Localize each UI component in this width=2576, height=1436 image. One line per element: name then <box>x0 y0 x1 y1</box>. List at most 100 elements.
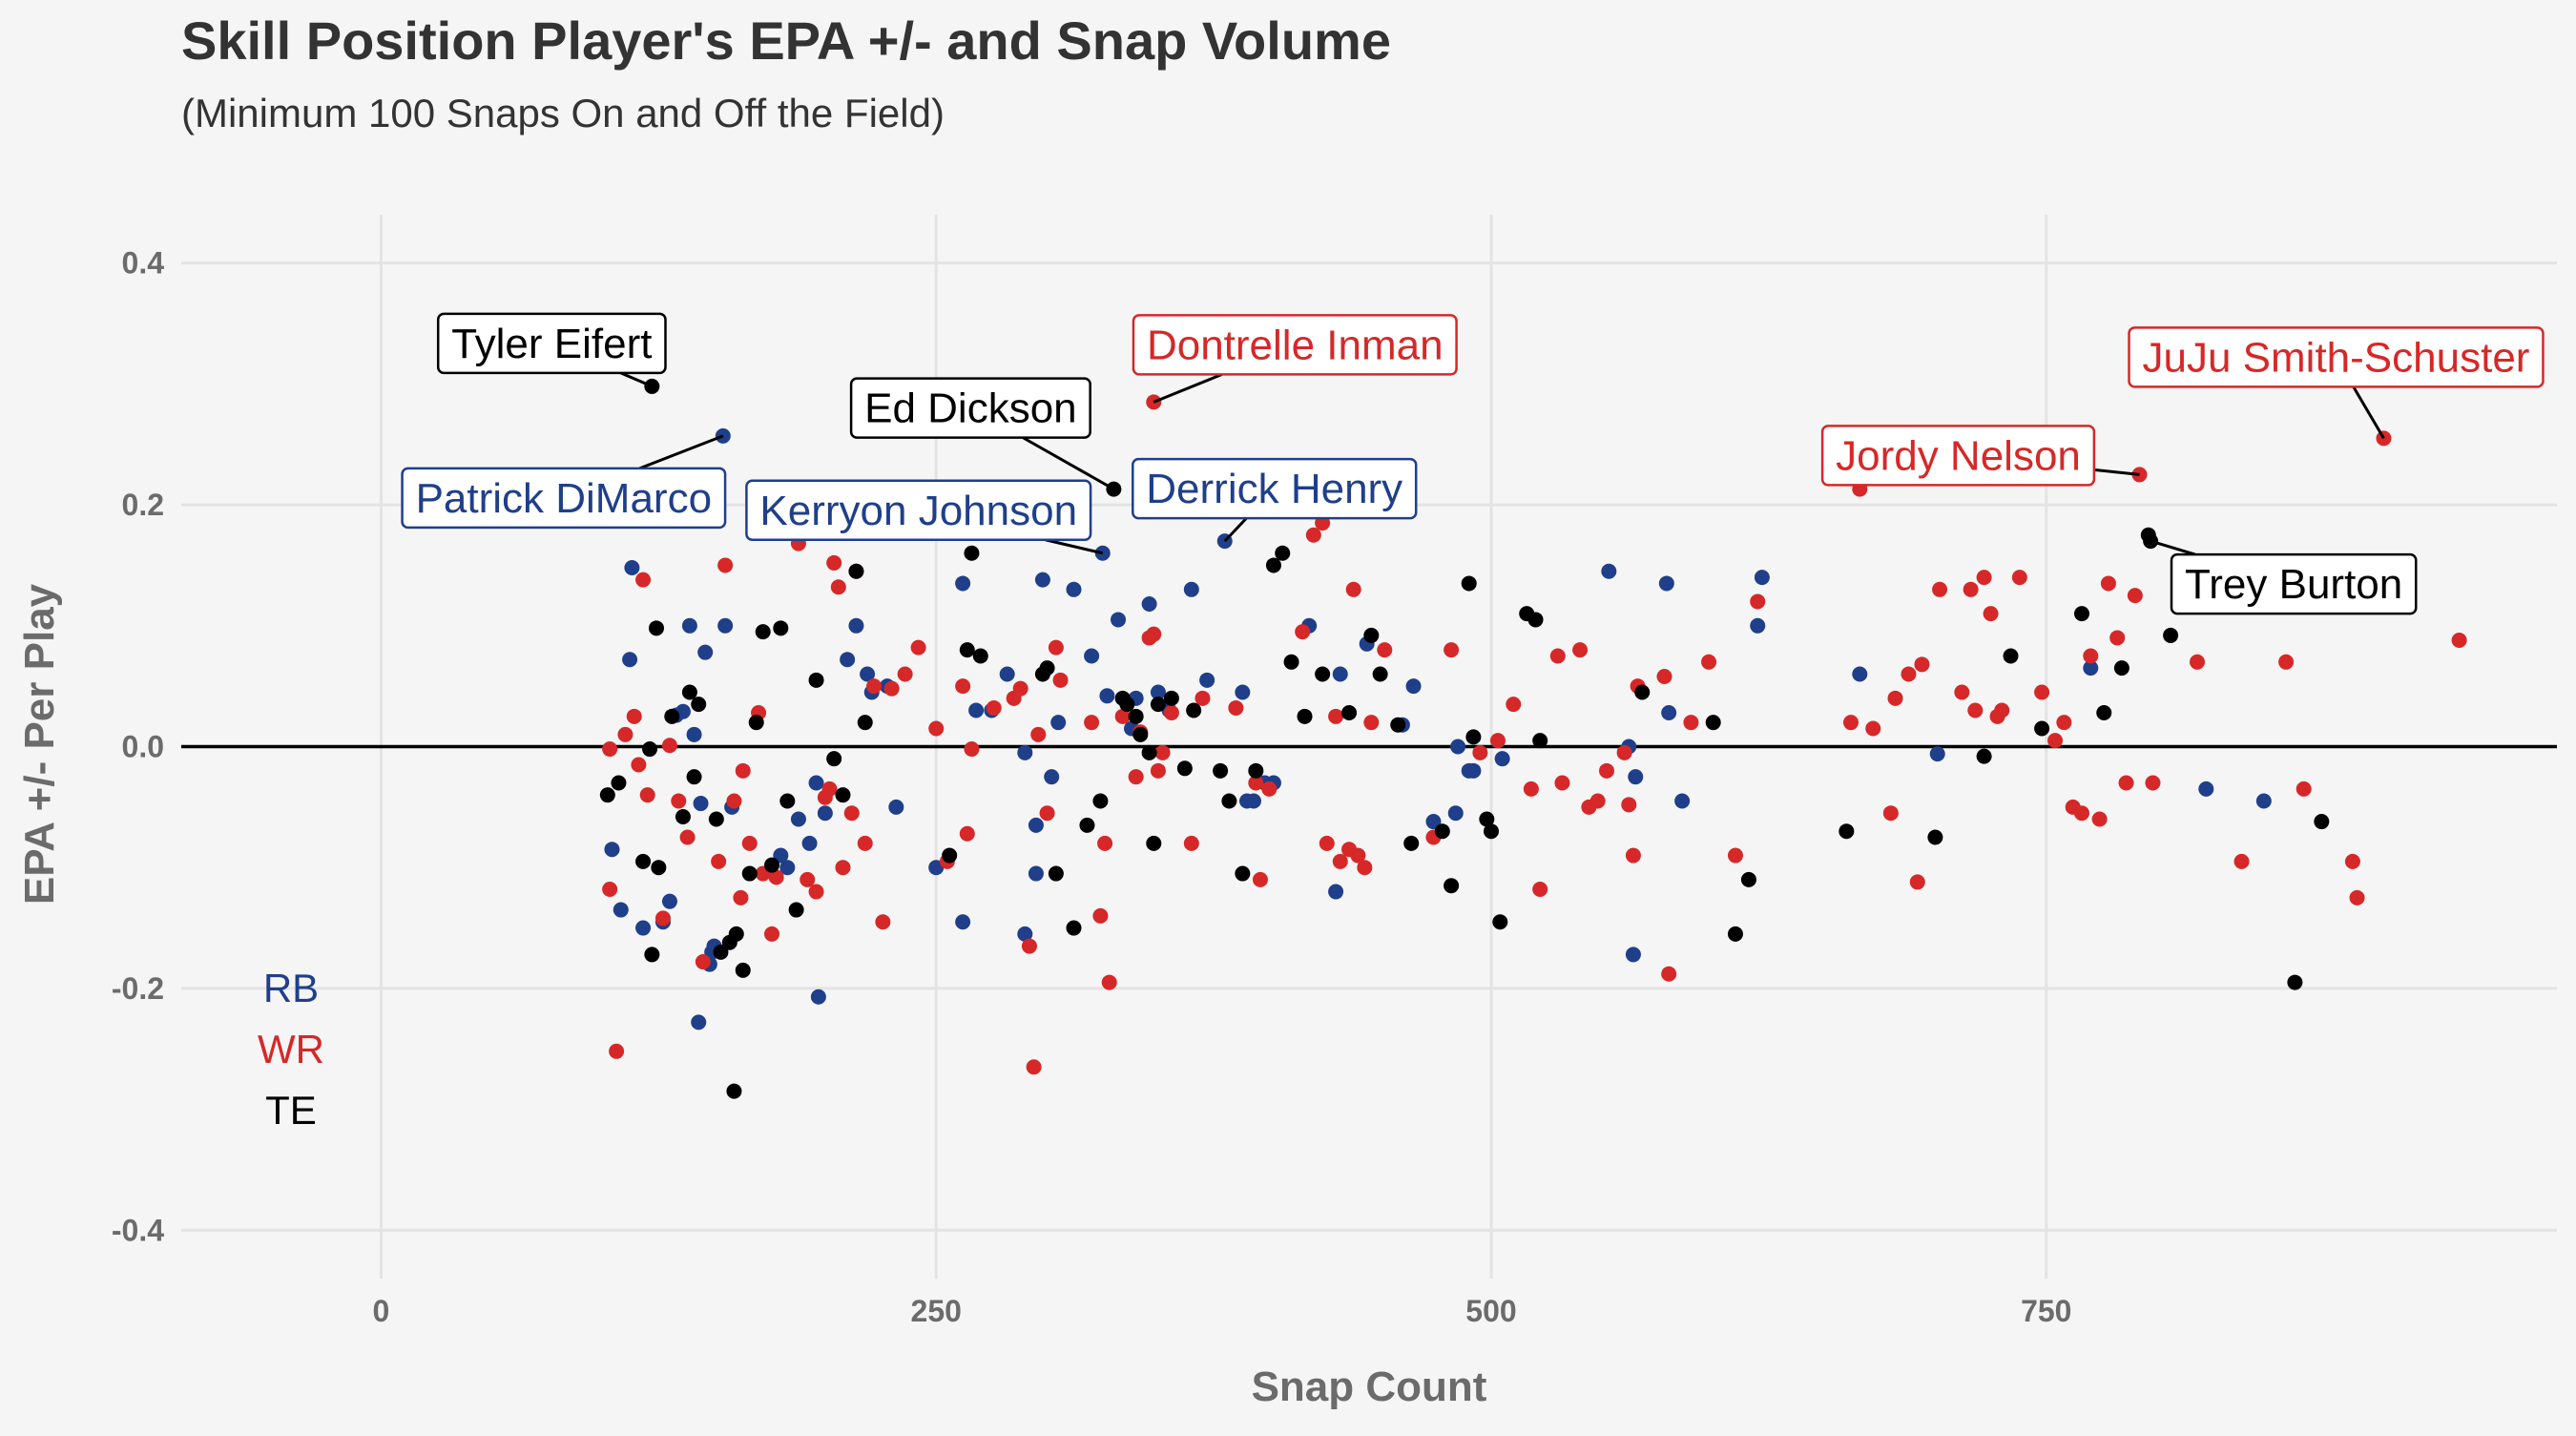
data-point-te <box>681 684 697 700</box>
annotation-box <box>436 312 667 375</box>
annotation-text: Patrick DiMarco <box>416 475 713 522</box>
data-point-wr <box>764 926 780 942</box>
data-point-rb <box>624 559 640 575</box>
data-point-wr <box>1163 705 1179 721</box>
data-point-te <box>779 793 796 809</box>
data-point-rb <box>635 920 652 936</box>
data-point-wr <box>866 678 883 695</box>
data-point-te <box>1186 702 1202 718</box>
data-point-rb <box>697 644 714 660</box>
annotation-leader <box>2150 539 2196 556</box>
data-point-te <box>1146 835 1162 851</box>
data-point-te <box>1492 914 1508 930</box>
data-point-wr <box>2451 633 2467 648</box>
data-point-te <box>773 620 789 636</box>
annotation-text: Derrick Henry <box>1146 466 1402 512</box>
data-point-wr <box>1701 654 1717 670</box>
data-point-wr <box>1661 966 1677 982</box>
data-point-te <box>2034 720 2050 737</box>
data-point-wr <box>1154 744 1171 760</box>
data-point-wr <box>1887 690 1903 706</box>
data-point-wr <box>1261 780 1278 797</box>
data-point-te <box>1465 729 1482 745</box>
data-point-te <box>735 962 751 978</box>
data-point-wr <box>1295 624 1311 640</box>
series-rb <box>604 427 2272 1030</box>
annotation-box <box>1132 314 1458 376</box>
annotation-box <box>1132 457 1418 520</box>
data-point-wr <box>741 835 758 851</box>
data-point-rb <box>1447 805 1464 822</box>
data-point-wr <box>883 680 900 697</box>
annotation-label: Jordy Nelson <box>1820 425 2140 487</box>
data-point-rb <box>808 775 824 791</box>
data-point-rb <box>1332 666 1348 682</box>
data-point-te <box>726 1083 742 1099</box>
data-point-wr <box>1549 648 1566 664</box>
annotation-label: Patrick DiMarco <box>401 434 727 530</box>
y-axis-title: EPA +/- Per Play <box>16 583 63 905</box>
data-point-te <box>675 808 691 824</box>
data-point-te <box>788 902 804 918</box>
data-point-rb <box>2198 780 2214 797</box>
data-point-te <box>942 847 958 864</box>
legend-entry-rb: RB <box>263 966 319 1010</box>
data-point-wr <box>964 741 980 758</box>
data-point-te <box>708 811 724 827</box>
y-tick-label: 0.4 <box>122 246 165 281</box>
data-point-te <box>664 708 680 724</box>
data-point-wr <box>1882 805 1899 822</box>
data-point-rb <box>1601 563 1617 579</box>
data-point-te <box>635 853 652 869</box>
annotation-leader <box>1153 373 1223 404</box>
data-point-te <box>611 775 627 791</box>
data-point-rb <box>2083 660 2099 676</box>
data-point-wr <box>1472 744 1488 760</box>
data-point-wr <box>1621 797 1637 813</box>
data-point-te <box>2163 627 2179 643</box>
data-point-wr <box>635 572 652 588</box>
data-point-wr <box>1052 672 1069 688</box>
data-point-wr <box>1328 708 1344 724</box>
annotation-leader <box>2352 385 2385 440</box>
data-point-wr <box>910 639 926 656</box>
data-point-rb <box>1028 865 1044 882</box>
data-point-te <box>1141 744 1157 760</box>
data-point-te <box>1275 545 1291 561</box>
data-point-te <box>1248 762 1264 779</box>
data-point-wr <box>2233 853 2250 869</box>
data-point-wr <box>1554 775 1570 791</box>
data-point-te <box>848 563 864 579</box>
data-point-wr <box>1114 708 1131 724</box>
data-point-rb <box>1245 793 1261 809</box>
data-point-te <box>1341 705 1358 721</box>
annotation-text: Tyler Eifert <box>451 321 652 367</box>
data-point-rb <box>1661 705 1677 721</box>
data-point-rb <box>773 847 789 864</box>
data-point-wr <box>1983 606 1999 622</box>
data-point-te <box>1403 835 1420 851</box>
data-point-wr <box>843 805 860 822</box>
data-point-te <box>964 545 980 561</box>
data-point-wr <box>1994 702 2010 718</box>
data-point-wr <box>835 860 851 876</box>
data-point-rb <box>1066 581 1082 597</box>
data-point-te <box>599 787 615 803</box>
data-point-wr <box>695 954 711 970</box>
data-point-wr <box>1750 593 1766 610</box>
data-point-te <box>686 769 702 785</box>
data-point-wr <box>602 741 618 758</box>
data-point-te <box>959 642 975 658</box>
annotation-leader <box>638 434 724 470</box>
data-point-rb <box>999 666 1015 682</box>
annotation-box <box>745 479 1092 542</box>
data-point-wr <box>2083 648 2099 664</box>
data-point-te <box>1297 708 1313 724</box>
data-point-te <box>713 944 729 960</box>
chart-subtitle: (Minimum 100 Snaps On and Off the Field) <box>181 91 945 135</box>
data-point-wr <box>1523 780 1539 797</box>
data-point-wr <box>986 699 1002 716</box>
annotation-text: Ed Dickson <box>864 385 1077 432</box>
